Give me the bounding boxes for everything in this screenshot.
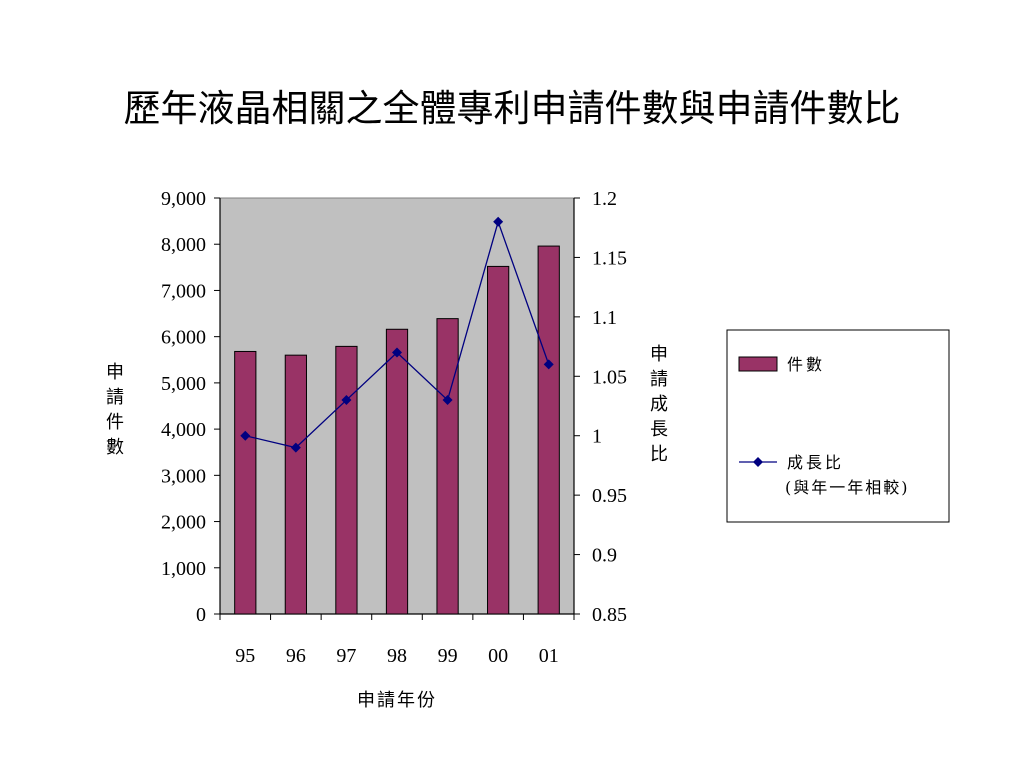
y2-tick-label: 0.85 [592,604,627,626]
axis-label-char: 申 [650,344,668,365]
bar [335,345,358,615]
axis-label-char: 長 [650,419,668,440]
y-tick-label: 3,000 [161,465,206,487]
legend-line-marker [753,457,763,467]
y-tick-label: 4,000 [161,419,206,441]
y2-tick-label: 1.15 [592,247,627,269]
bar [284,354,307,615]
legend-bar-label: 件數 [787,355,825,374]
axis-label-char: 件 [106,412,124,433]
bar [385,328,409,615]
bar [487,265,510,615]
bar [537,245,560,615]
x-tick-label: 97 [336,645,356,667]
x-axis-title: 申請年份 [357,690,437,711]
y2-tick-label: 1.05 [592,366,627,388]
axis-label-char: 數 [106,437,124,458]
axis-label-char: 比 [650,444,668,465]
y-axis-title: 申請件數 [106,362,124,458]
y-tick-label: 7,000 [161,280,206,302]
line-point [240,430,251,441]
bar [234,350,257,615]
x-tick-label: 96 [286,645,306,667]
slide-title: 歷年液晶相關之全體專利申請件數與申請件數比 [123,87,901,130]
line-series [240,216,554,453]
axis-label-char: 成 [650,394,668,415]
y-tick-label: 0 [196,604,206,626]
y2-tick-label: 1 [592,426,602,448]
y2-tick-label: 1.1 [592,307,617,329]
y2-tick-label: 0.95 [592,485,627,507]
line-point [290,442,301,453]
y-tick-label: 9,000 [161,188,206,210]
line-point [442,395,453,406]
y-tick-label: 1,000 [161,558,206,580]
line-point [341,395,352,406]
y-tick-label: 8,000 [161,234,206,256]
x-tick-label: 00 [488,645,508,667]
line-point [392,347,402,358]
legend-line-label: 成長比 [787,453,844,472]
axis-label-char: 請 [650,369,668,390]
x-tick-label: 01 [539,645,559,667]
axes: 0 1,000 2,000 3,000 4,000 5,000 6,000 7,000 8,00… [161,188,627,667]
x-tick-label: 98 [387,645,407,667]
y-tick-label: 5,000 [161,373,206,395]
line-point [493,216,504,227]
y2-tick-label: 1.2 [592,188,617,210]
line-point [543,359,554,370]
axis-label-char: 請 [106,387,124,408]
x-tick-label: 99 [438,645,458,667]
bar [436,318,459,615]
bar-series [234,245,560,615]
legend-bar-swatch [738,356,778,372]
y-tick-label: 2,000 [161,512,206,534]
legend-line-label-2: (與年一年相較) [785,478,910,497]
y2-tick-label: 0.9 [592,545,617,567]
x-tick-label: 95 [235,645,255,667]
y-tick-label: 6,000 [161,327,206,349]
axis-label-char: 申 [106,362,124,383]
